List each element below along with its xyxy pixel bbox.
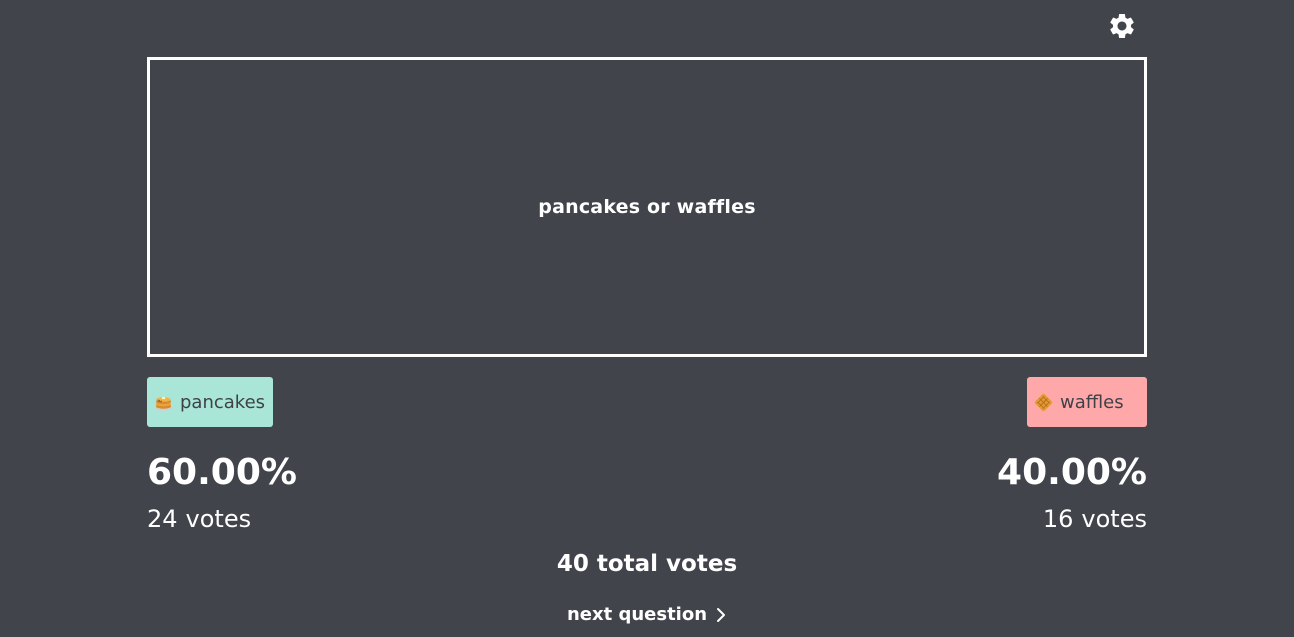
- waffles-votes: 16 votes: [1043, 503, 1147, 535]
- option-pancakes-button[interactable]: pancakes: [147, 377, 273, 427]
- total-votes: 40 total votes: [556, 551, 738, 577]
- pancakes-emoji-icon: [154, 396, 173, 411]
- option-pancakes-label: pancakes: [180, 391, 266, 413]
- pancakes-votes-word: votes: [185, 505, 252, 533]
- waffles-percentage: 40.00%: [997, 452, 1147, 493]
- pancakes-votes-count: 24: [147, 505, 178, 533]
- waffle-emoji-icon: [1034, 393, 1053, 411]
- settings-button[interactable]: [1106, 10, 1138, 42]
- question-text: pancakes or waffles: [538, 196, 756, 218]
- waffles-votes-count: 16: [1042, 505, 1074, 533]
- next-question-button[interactable]: next question: [0, 600, 1294, 630]
- waffles-votes-word: votes: [1081, 505, 1147, 533]
- option-waffles-label: waffles: [1060, 391, 1124, 413]
- next-question-label: next question: [566, 604, 708, 625]
- pancakes-percentage: 60.00%: [147, 452, 297, 493]
- question-card: pancakes or waffles: [147, 57, 1147, 357]
- chevron-right-icon: [717, 608, 726, 622]
- gear-icon: [1110, 13, 1134, 38]
- option-waffles-button[interactable]: waffles: [1027, 377, 1147, 427]
- pancakes-votes: 24 votes: [147, 503, 251, 535]
